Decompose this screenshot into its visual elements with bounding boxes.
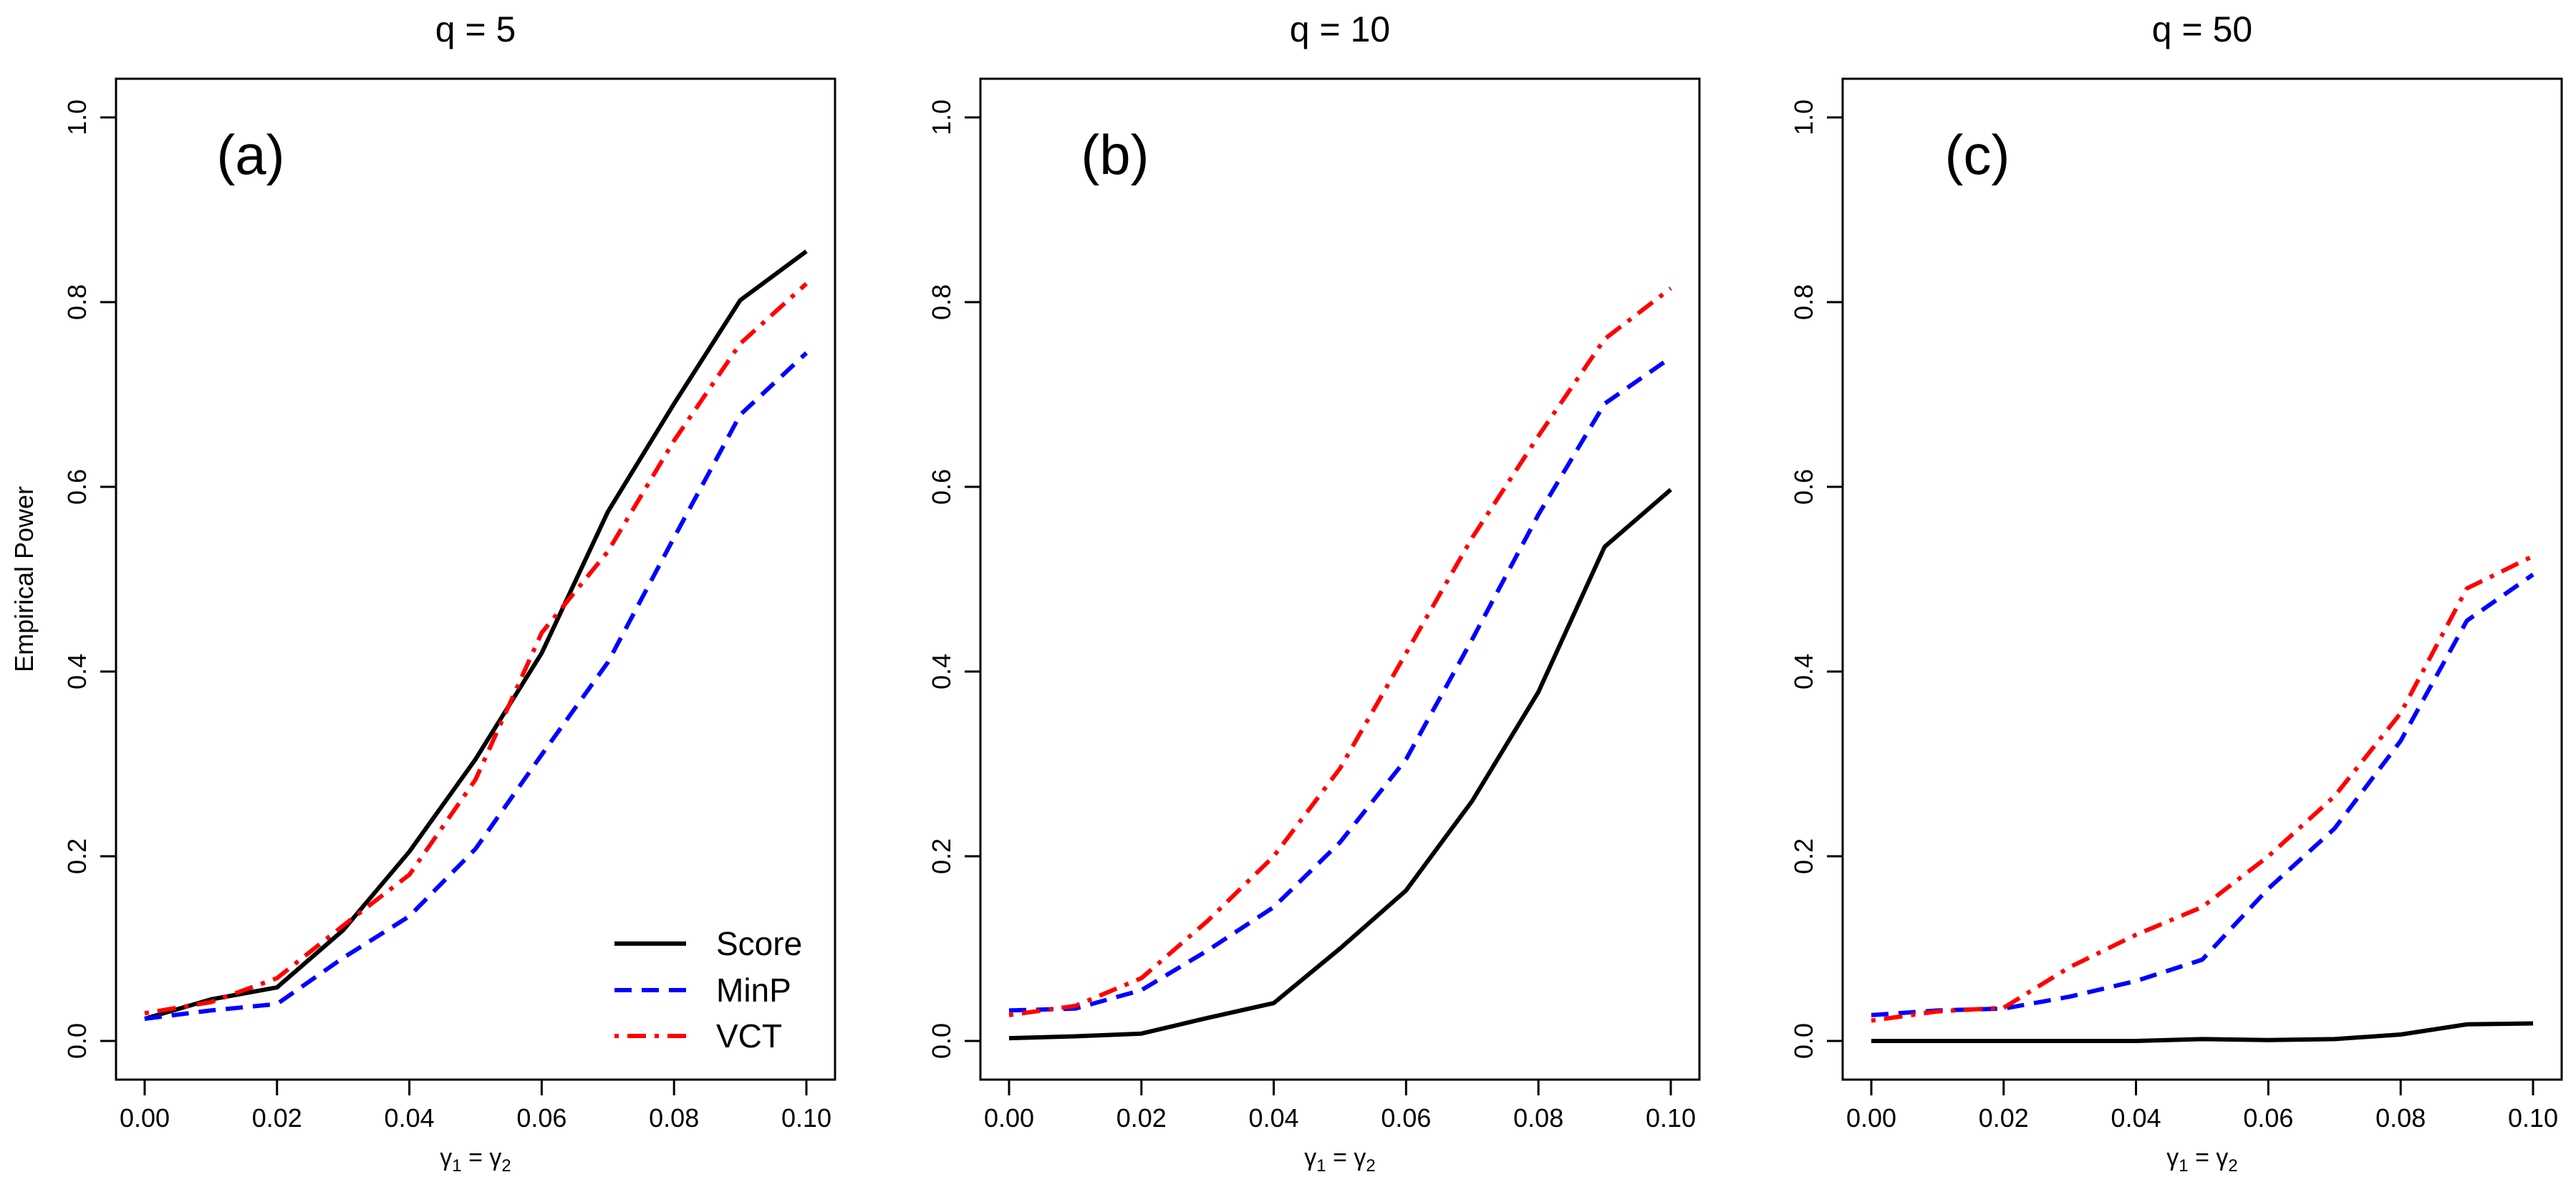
x-tick-label: 0.00 — [120, 1103, 170, 1133]
x-axis-label: γ1 = γ2 — [2166, 1144, 2237, 1176]
panel-title: q = 10 — [1290, 9, 1390, 49]
legend-label: Score — [716, 925, 802, 962]
y-tick-label: 1.0 — [927, 100, 956, 135]
y-tick-label: 0.6 — [927, 469, 956, 505]
legend-label: MinP — [716, 972, 791, 1009]
y-tick-label: 0.8 — [1789, 284, 1818, 320]
panel-label: (c) — [1945, 123, 2010, 186]
x-tick-label: 0.02 — [1979, 1103, 2029, 1133]
x-tick-label: 0.10 — [2508, 1103, 2558, 1133]
series-line-vct — [1008, 286, 1672, 1017]
legend: Score MinP VCT — [614, 925, 802, 1055]
x-axis-label: γ1 = γ2 — [440, 1144, 511, 1176]
series-line-score — [144, 249, 808, 1021]
x-tick-label: 0.08 — [649, 1103, 699, 1133]
y-tick-label: 0.4 — [62, 654, 92, 689]
panel-label: (b) — [1081, 123, 1149, 186]
x-axis-label: γ1 = γ2 — [1304, 1144, 1375, 1176]
x-tick-label: 0.10 — [781, 1103, 831, 1133]
y-tick-label: 0.6 — [1789, 469, 1818, 505]
plot-frame — [979, 77, 1701, 1081]
x-tick-label: 0.02 — [252, 1103, 302, 1133]
panel-label: (a) — [216, 123, 284, 186]
y-tick-label: 0.2 — [1789, 838, 1818, 874]
x-tick-label: 0.10 — [1646, 1103, 1696, 1133]
y-tick-label: 0.2 — [62, 838, 92, 874]
x-tick-label: 0.06 — [516, 1103, 566, 1133]
y-tick-label: 0.6 — [62, 469, 92, 505]
y-tick-label: 0.4 — [1789, 654, 1818, 689]
y-tick-label: 0.0 — [927, 1023, 956, 1059]
x-tick-label: 0.04 — [2111, 1103, 2161, 1133]
y-tick-label: 0.0 — [1789, 1023, 1818, 1059]
x-tick-label: 0.08 — [1513, 1103, 1563, 1133]
x-tick-label: 0.04 — [1249, 1103, 1299, 1133]
series-line-vct — [144, 281, 809, 1016]
x-tick-label: 0.02 — [1116, 1103, 1167, 1133]
chart-panel: q = 50 (c) 0.00 0.02 0.04 0.06 0.08 0.10 0.0 0.2 0… — [1789, 9, 2563, 1176]
series-line-minp — [1871, 573, 2534, 1017]
y-tick-label: 0.8 — [927, 284, 956, 320]
series-line-minp — [1008, 355, 1672, 1013]
x-tick-label: 0.00 — [1846, 1103, 1896, 1133]
y-axis-label: Empirical Power — [9, 486, 39, 672]
panel-title: q = 5 — [435, 9, 516, 49]
x-tick-label: 0.00 — [984, 1103, 1034, 1133]
series-line-vct — [1871, 554, 2534, 1023]
panel-title: q = 50 — [2152, 9, 2252, 49]
y-tick-label: 1.0 — [1789, 100, 1818, 135]
x-tick-label: 0.08 — [2375, 1103, 2426, 1133]
y-tick-label: 0.2 — [927, 838, 956, 874]
x-tick-label: 0.06 — [1381, 1103, 1431, 1133]
legend-label: VCT — [716, 1017, 782, 1055]
plot-frame — [115, 77, 836, 1081]
chart-panel: q = 10 (b) 0.00 0.02 0.04 0.06 0.08 0.10 0.0 0.2 0… — [927, 9, 1701, 1176]
plot-frame — [1841, 77, 2563, 1081]
series-line-score — [1871, 1021, 2534, 1043]
y-tick-label: 0.0 — [62, 1023, 92, 1059]
y-tick-label: 1.0 — [62, 100, 92, 135]
series-line-minp — [144, 351, 809, 1021]
series-line-score — [1008, 488, 1672, 1041]
chart-panel: q = 5 (a) 0.00 0.02 0.04 0.06 0.08 0.10 0.0 0.2 0.… — [9, 9, 836, 1176]
y-tick-label: 0.8 — [62, 284, 92, 320]
x-tick-label: 0.04 — [385, 1103, 435, 1133]
x-tick-label: 0.06 — [2243, 1103, 2293, 1133]
y-tick-label: 0.4 — [927, 654, 956, 689]
